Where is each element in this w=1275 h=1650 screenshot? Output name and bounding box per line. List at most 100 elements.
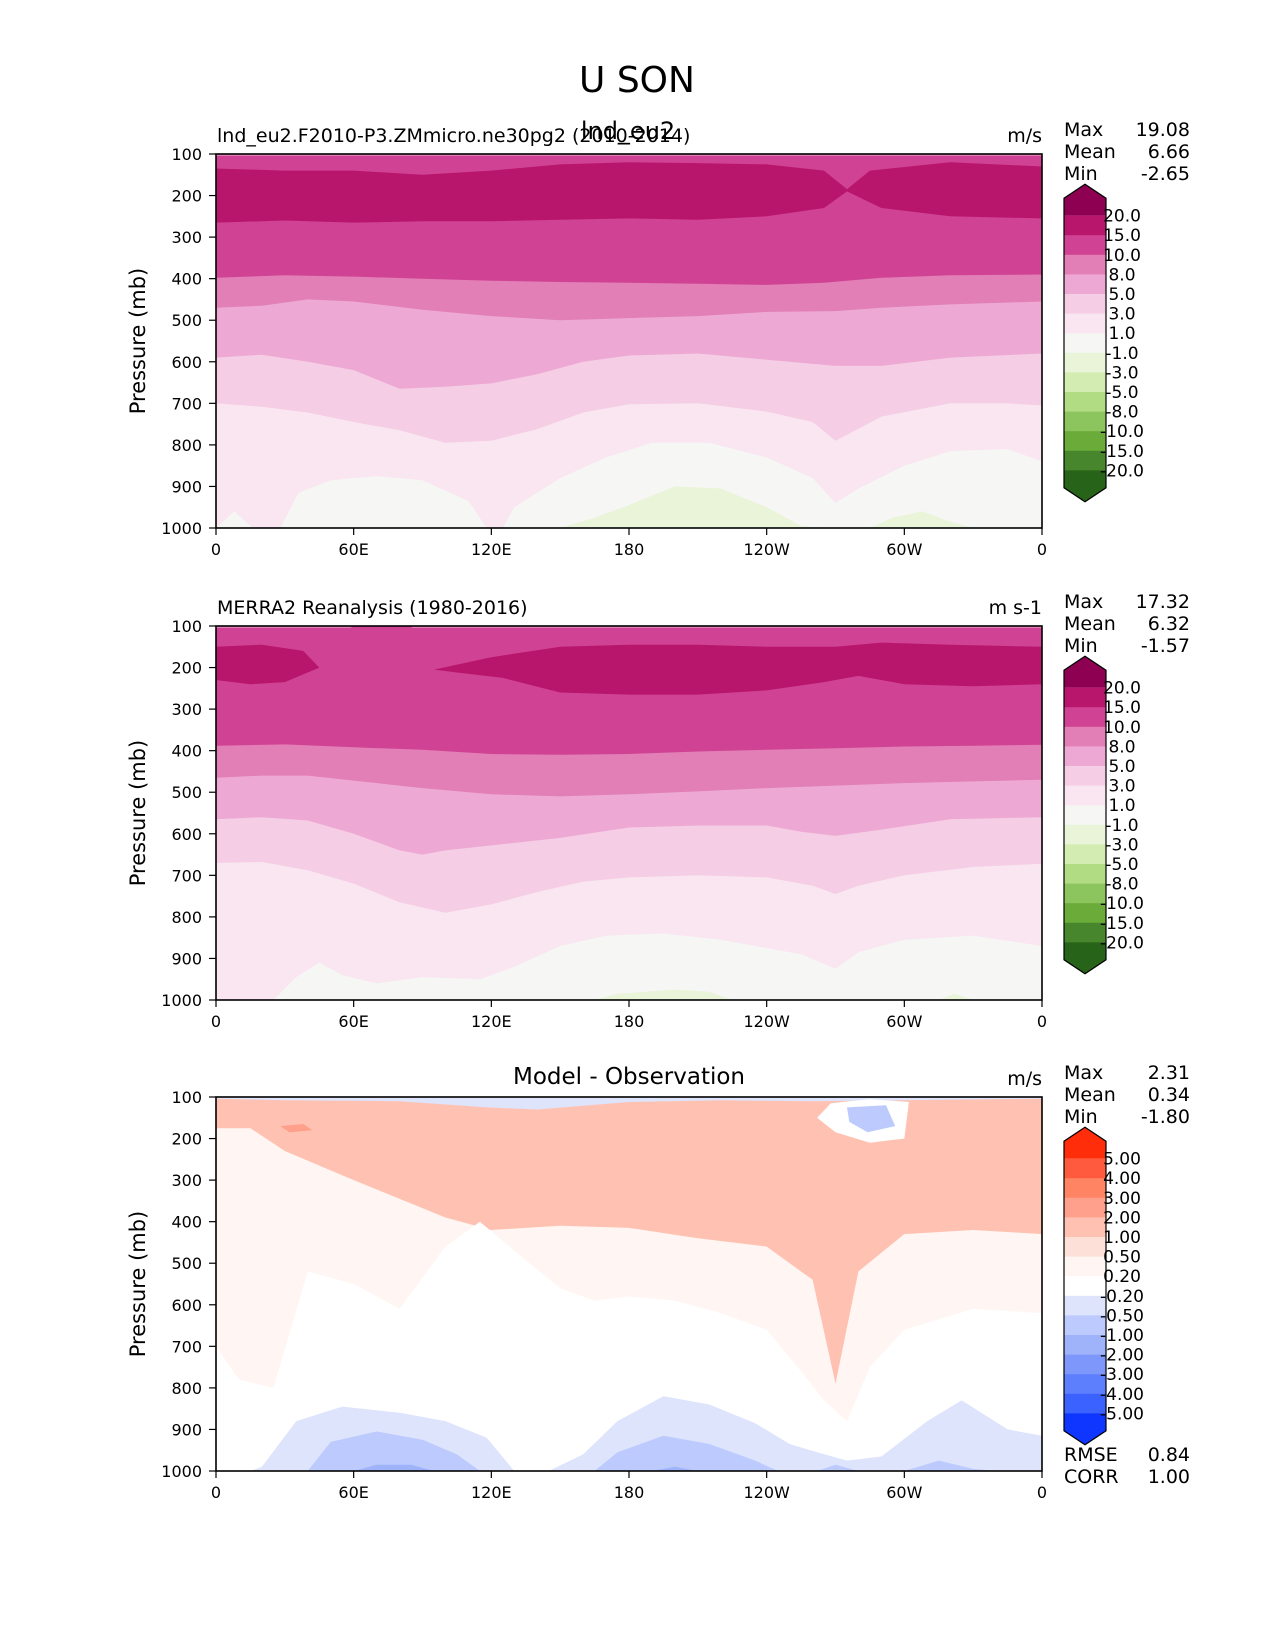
colorbar-label: -20.0 [1100, 933, 1144, 953]
colorbar-label: 1.00 [1103, 1228, 1141, 1248]
panel-title-center: Model - Observation [513, 1064, 745, 1090]
y-tick-label: 600 [171, 353, 202, 372]
colorbar-label: -5.0 [1105, 855, 1138, 875]
x-tick-label: 180 [614, 1012, 645, 1031]
colorbar-label: 1.0 [1108, 796, 1135, 816]
stat-value: -2.65 [1141, 163, 1190, 185]
y-tick-label: 200 [171, 1130, 202, 1149]
colorbar-label: 3.0 [1108, 305, 1135, 325]
colorbar-label: 3.00 [1103, 1189, 1141, 1209]
panel-units: m/s [1007, 1068, 1042, 1090]
colorbar-label: 0.20 [1103, 1267, 1141, 1287]
panel-units: m/s [1007, 125, 1042, 147]
colorbar-label: 8.0 [1108, 737, 1135, 757]
y-tick-label: 300 [171, 228, 202, 247]
contour-core-15 [216, 162, 1042, 223]
y-tick-label: 1000 [161, 519, 202, 538]
colorbar-label: -15.0 [1100, 442, 1144, 462]
stat-value: 17.32 [1136, 591, 1190, 613]
x-tick-label: 180 [614, 540, 645, 559]
y-tick-label: 400 [171, 270, 202, 289]
colorbar-segment [1064, 1237, 1106, 1258]
colorbar-extend-top [1064, 1127, 1106, 1159]
panel-title-left: lnd_eu2.F2010-P3.ZMmicro.ne30pg2 (2010-2… [217, 125, 690, 147]
y-tick-label: 1000 [161, 991, 202, 1010]
colorbar-segment [1064, 1354, 1106, 1375]
y-tick-label: 700 [171, 866, 202, 885]
contour-field [216, 626, 1042, 1000]
colorbar-segment [1064, 254, 1106, 275]
colorbar-segment [1064, 294, 1106, 315]
colorbar-label: -1.00 [1100, 1326, 1144, 1346]
colorbar-segment [1064, 687, 1106, 708]
colorbar-segment [1064, 1178, 1106, 1199]
overlay-title: lnd_eu2 [581, 117, 675, 145]
y-axis-label: Pressure (mb) [126, 268, 150, 415]
y-tick-label: 600 [171, 825, 202, 844]
colorbar-segment [1064, 1335, 1106, 1356]
colorbar-label: -2.00 [1100, 1346, 1144, 1366]
y-tick-label: 500 [171, 311, 202, 330]
colorbar-segment [1064, 313, 1106, 334]
colorbar: 20.015.010.08.05.03.01.0-1.0-3.0-5.0-8.0… [1063, 183, 1144, 503]
colorbar-segment [1064, 235, 1106, 256]
contour-band-4 [216, 862, 1042, 1000]
colorbar-label: -1.0 [1105, 344, 1138, 364]
contour-core-15-east [433, 642, 1042, 695]
contour-core-3 [984, 1130, 1042, 1205]
panel-units: m s-1 [989, 597, 1042, 619]
contour-band-5 [216, 933, 1042, 1000]
colorbar-extend-bottom [1064, 1413, 1106, 1445]
contour-band-cap [216, 154, 1042, 156]
x-tick-label: 60E [338, 540, 368, 559]
colorbar-outline [1063, 183, 1107, 503]
stat-value: -1.80 [1141, 1106, 1190, 1128]
extra-stat-label: RMSE [1064, 1444, 1118, 1466]
y-axis-label: Pressure (mb) [126, 1211, 150, 1358]
colorbar-label: 10.0 [1103, 246, 1141, 266]
contour-core-0 [266, 1117, 469, 1181]
stat-value: -1.57 [1141, 635, 1190, 657]
colorbar-segment [1064, 431, 1106, 452]
colorbar-segment [1064, 352, 1106, 373]
stat-label: Max [1064, 591, 1103, 613]
contour-band-cap [216, 626, 1042, 628]
colorbar-segment [1064, 450, 1106, 471]
contour-core-2 [280, 1124, 313, 1133]
contour-field [216, 154, 1042, 528]
x-tick-label: 60W [886, 540, 922, 559]
y-axis-label: Pressure (mb) [126, 740, 150, 887]
y-tick-label: 100 [171, 1088, 202, 1107]
colorbar: 20.015.010.08.05.03.01.0-1.0-3.0-5.0-8.0… [1063, 655, 1144, 975]
colorbar-label: 20.0 [1103, 207, 1141, 227]
panel-title-left: MERRA2 Reanalysis (1980-2016) [217, 597, 528, 619]
contour-core-1 [479, 1124, 538, 1143]
y-tick-label: 500 [171, 1254, 202, 1273]
extra-stat-label: CORR [1064, 1466, 1119, 1488]
x-tick-label: 0 [1037, 1483, 1047, 1502]
x-tick-label: 60W [886, 1483, 922, 1502]
x-tick-label: 120W [743, 1012, 790, 1031]
y-tick-label: 100 [171, 145, 202, 164]
colorbar-label: -15.0 [1100, 914, 1144, 934]
y-tick-label: 800 [171, 436, 202, 455]
y-tick-label: 600 [171, 1296, 202, 1315]
y-tick-label: 300 [171, 1171, 202, 1190]
colorbar-label: -3.0 [1105, 363, 1138, 383]
stat-value: 6.66 [1148, 141, 1190, 163]
colorbar-label: -10.0 [1100, 422, 1144, 442]
stat-value: 0.34 [1148, 1084, 1190, 1106]
x-tick-label: 120W [743, 1483, 790, 1502]
colorbar-label: 3.0 [1108, 777, 1135, 797]
colorbar-label: -8.0 [1105, 875, 1138, 895]
panel-difference: Model - Observation m/s Pressure (mb) 100 20… [126, 1062, 1190, 1502]
contour-field [216, 1097, 1042, 1471]
x-tick-label: 120E [471, 1012, 512, 1031]
colorbar-label: 10.0 [1103, 718, 1141, 738]
colorbar-segment [1064, 1295, 1106, 1316]
colorbar-segment [1064, 411, 1106, 432]
colorbar-segment [1064, 824, 1106, 845]
contour-top-negative [216, 1097, 1042, 1110]
colorbar-label: 0.50 [1103, 1248, 1141, 1268]
y-tick-label: 900 [171, 1420, 202, 1439]
